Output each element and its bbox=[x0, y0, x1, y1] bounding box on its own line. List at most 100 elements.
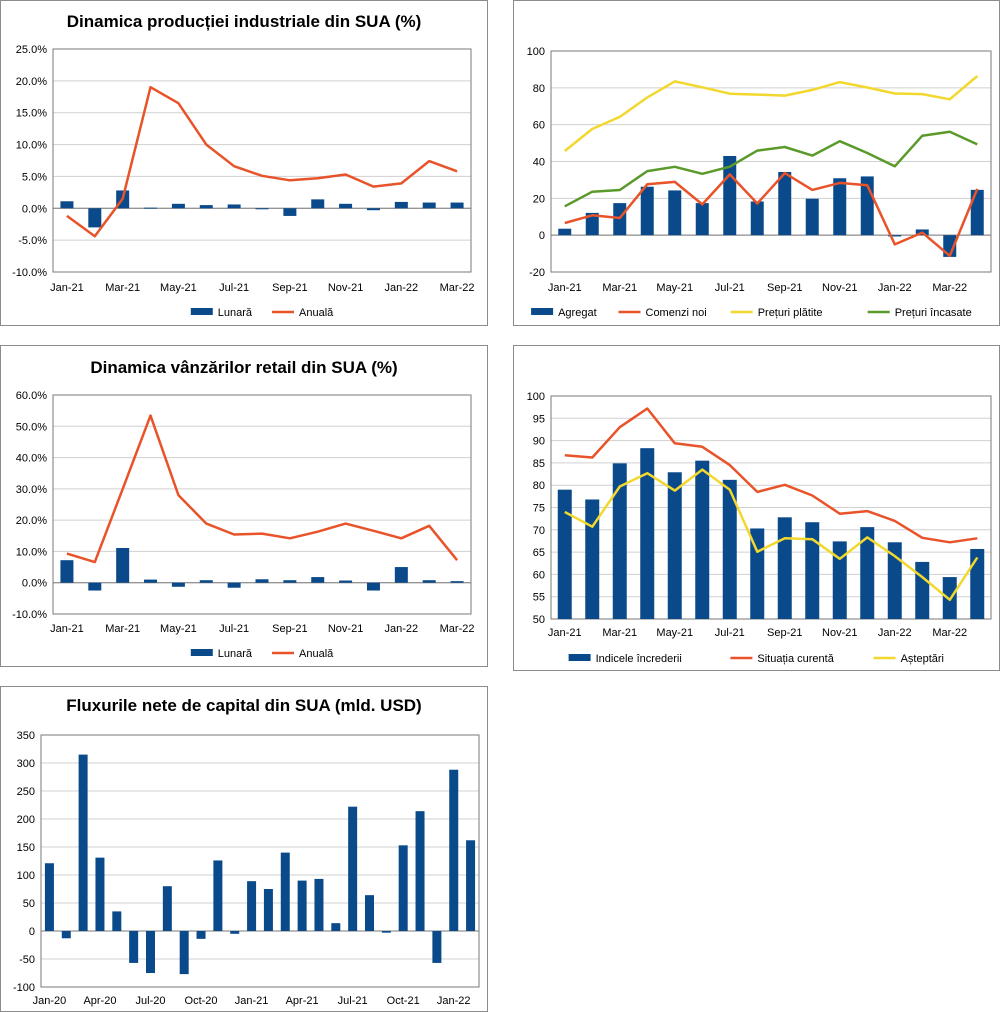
bar bbox=[777, 517, 792, 619]
y-tick-label: 20.0% bbox=[16, 76, 47, 88]
x-tick-label: Jan-21 bbox=[50, 623, 84, 635]
bar bbox=[144, 579, 158, 583]
x-tick-label: Mar-22 bbox=[932, 627, 967, 639]
y-tick-label: 10.0% bbox=[16, 140, 47, 152]
y-tick-label: 40.0% bbox=[16, 453, 47, 465]
legend-label: Anuală bbox=[299, 307, 334, 319]
x-tick-label: Jan-22 bbox=[878, 282, 912, 294]
bar bbox=[450, 202, 464, 209]
x-tick-label: Jan-22 bbox=[385, 623, 419, 635]
x-tick-label: Sep-21 bbox=[272, 623, 307, 635]
y-tick-label: 20.0% bbox=[16, 515, 47, 527]
x-tick-label: Jan-22 bbox=[385, 282, 419, 294]
y-tick-label: 50.0% bbox=[16, 421, 47, 433]
x-tick-label: Mar-21 bbox=[602, 627, 637, 639]
y-tick-label: 50 bbox=[533, 614, 545, 626]
x-tick-label: Mar-21 bbox=[105, 623, 140, 635]
bar bbox=[585, 499, 600, 619]
y-tick-label: -50 bbox=[19, 954, 35, 966]
y-tick-label: -10.0% bbox=[12, 267, 47, 279]
bar bbox=[398, 845, 408, 931]
x-tick-label: Sep-21 bbox=[272, 282, 307, 294]
x-tick-label: Jan-21 bbox=[235, 995, 269, 1007]
bar bbox=[146, 931, 155, 973]
bar bbox=[60, 560, 74, 583]
bar bbox=[112, 911, 122, 931]
series-line bbox=[564, 468, 979, 602]
bar bbox=[970, 548, 985, 619]
bar bbox=[450, 581, 464, 583]
y-tick-label: 0.0% bbox=[22, 203, 47, 215]
bar bbox=[144, 207, 158, 209]
y-tick-label: 25.0% bbox=[16, 44, 47, 56]
bar bbox=[432, 931, 442, 963]
series-line bbox=[564, 75, 979, 152]
legend-item: Indicele încrederii bbox=[568, 653, 682, 665]
bar bbox=[415, 811, 425, 931]
x-tick-label: Jul-21 bbox=[219, 282, 249, 294]
legend-item: Lunară bbox=[190, 307, 253, 319]
bar bbox=[199, 580, 213, 583]
bar bbox=[227, 582, 241, 588]
chart-title: Fluxurile nete de capital din SUA (mld. … bbox=[66, 696, 421, 715]
y-tick-label: -10.0% bbox=[12, 609, 47, 621]
bar bbox=[129, 931, 139, 963]
y-tick-label: 65 bbox=[533, 547, 545, 559]
x-tick-label: Jan-22 bbox=[878, 627, 912, 639]
legend-label: Anuală bbox=[299, 648, 334, 660]
bar bbox=[44, 863, 54, 931]
bar bbox=[280, 852, 290, 931]
bar bbox=[283, 208, 297, 216]
bar bbox=[805, 198, 819, 236]
x-tick-label: Apr-20 bbox=[83, 995, 116, 1007]
x-tick-label: May-21 bbox=[656, 627, 693, 639]
x-tick-label: Nov-21 bbox=[822, 282, 857, 294]
bar bbox=[970, 189, 984, 236]
y-tick-label: 60.0% bbox=[16, 390, 47, 402]
bar bbox=[750, 201, 764, 236]
x-tick-label: May-21 bbox=[160, 282, 197, 294]
legend-swatch-bar bbox=[568, 654, 591, 661]
plot-area-border bbox=[40, 734, 480, 988]
chart-consumer-confidence: Indicele încrederii consumatorilor din S… bbox=[513, 345, 1000, 671]
x-tick-label: Jan-21 bbox=[548, 627, 582, 639]
legend-label: Lunară bbox=[218, 648, 253, 660]
bar bbox=[695, 203, 709, 236]
legend-swatch-bar bbox=[190, 649, 213, 656]
legend-label: Agregat bbox=[558, 307, 597, 319]
chart-retail-sales: Dinamica vânzărilor retail din SUA (%) -1… bbox=[0, 345, 488, 667]
bar bbox=[557, 489, 572, 619]
legend-label: Comenzi noi bbox=[646, 307, 707, 319]
bar bbox=[78, 754, 88, 931]
bar bbox=[887, 542, 902, 619]
legend-item: Anuală bbox=[272, 307, 334, 319]
chart-svg: Indicele activității industriale din reg… bbox=[527, 46, 992, 319]
y-tick-label: 350 bbox=[17, 730, 35, 742]
bar bbox=[366, 208, 380, 211]
y-tick-label: 200 bbox=[17, 814, 35, 826]
bar bbox=[394, 567, 408, 583]
bar bbox=[255, 208, 269, 210]
bar bbox=[558, 228, 572, 236]
bar bbox=[213, 860, 223, 931]
y-tick-label: 95 bbox=[533, 413, 545, 425]
y-tick-label: -20 bbox=[529, 267, 545, 279]
bar bbox=[297, 880, 307, 931]
bar bbox=[585, 212, 599, 236]
bar bbox=[833, 178, 847, 236]
legend-label: Așteptări bbox=[901, 653, 944, 665]
bar bbox=[365, 895, 374, 931]
y-tick-label: 85 bbox=[533, 458, 545, 470]
y-tick-label: 90 bbox=[533, 436, 545, 448]
plot-area-border bbox=[550, 395, 992, 620]
y-tick-label: 30.0% bbox=[16, 484, 47, 496]
chart-svg: Fluxurile nete de capital din SUA (mld. … bbox=[13, 696, 480, 1007]
series-line bbox=[564, 407, 978, 544]
bar bbox=[422, 580, 436, 583]
y-tick-label: 50 bbox=[23, 898, 35, 910]
bar bbox=[915, 561, 930, 619]
y-tick-label: 75 bbox=[533, 503, 545, 515]
bar bbox=[805, 522, 820, 619]
bar bbox=[668, 190, 682, 236]
bar bbox=[314, 878, 324, 931]
